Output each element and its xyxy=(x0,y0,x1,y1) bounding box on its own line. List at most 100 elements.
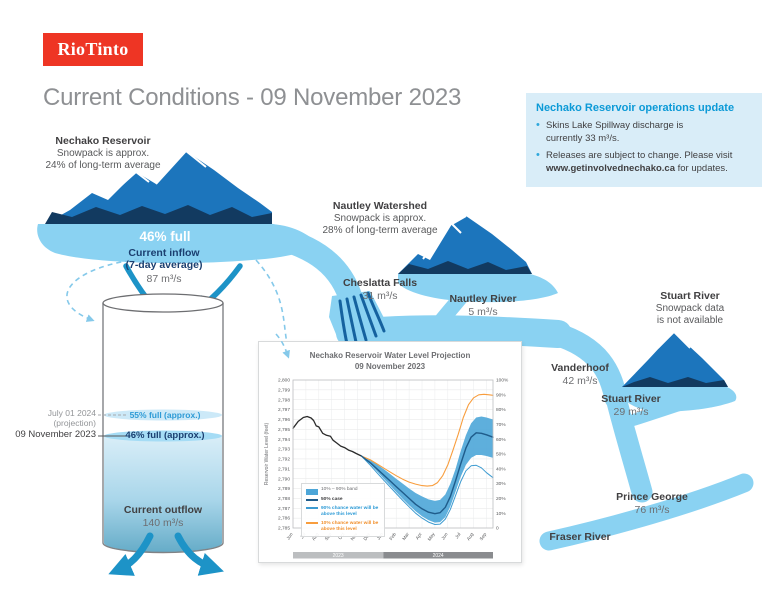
svg-text:2,792: 2,792 xyxy=(278,457,290,463)
chart-legend: 10% – 90% band 50% case 90% chance water w… xyxy=(301,483,385,538)
prince-george-label: Prince George xyxy=(616,491,688,503)
svg-text:2,795: 2,795 xyxy=(278,427,290,433)
series-line xyxy=(360,432,494,515)
svg-text:Sep: Sep xyxy=(479,531,488,541)
legend-row: 50% case xyxy=(306,497,380,503)
stuart-snowpack-line1: Snowpack data xyxy=(655,303,725,314)
svg-text:2,797: 2,797 xyxy=(278,407,290,413)
svg-text:2,798: 2,798 xyxy=(278,397,290,403)
stuart-river-label: Stuart River xyxy=(601,393,661,405)
svg-text:Jun: Jun xyxy=(285,531,294,540)
nautley-watershed-label: Nautley Watershed xyxy=(332,200,428,212)
current-inflow-note: (7-day average) xyxy=(125,259,203,271)
bullet-icon: • xyxy=(536,119,540,131)
reservoir-cylinder xyxy=(102,293,224,554)
svg-text:Jul: Jul xyxy=(454,532,461,540)
svg-text:20%: 20% xyxy=(496,496,506,502)
svg-text:2,785: 2,785 xyxy=(278,526,290,532)
vanderhoof-value: 42 m³/s xyxy=(562,375,598,387)
stuart-river-value: 29 m³/s xyxy=(613,406,649,418)
vanderhoof-label: Vanderhoof xyxy=(551,362,609,374)
svg-text:80%: 80% xyxy=(496,407,506,413)
nechako-reservoir-water xyxy=(37,224,320,264)
legend-line-swatch xyxy=(306,498,318,501)
svg-text:100%: 100% xyxy=(496,378,509,384)
cheslatta-falls-value: 31 m³/s xyxy=(362,290,398,302)
svg-text:2,800: 2,800 xyxy=(278,378,290,384)
legend-line-swatch xyxy=(306,522,318,525)
svg-text:30%: 30% xyxy=(496,481,506,487)
nautley-snowpack-line1: Snowpack is approx. xyxy=(333,213,427,224)
guide-dashed-arrows xyxy=(66,257,291,351)
nechako-mountain-icon xyxy=(45,150,272,224)
svg-text:2,793: 2,793 xyxy=(278,447,290,453)
legend-row: 10% – 90% band xyxy=(306,487,380,495)
water-level-projection-card: Nechako Reservoir Water Level Projection… xyxy=(258,341,522,563)
svg-text:40%: 40% xyxy=(496,466,506,472)
svg-text:2,799: 2,799 xyxy=(278,387,290,393)
legend-band-swatch xyxy=(306,488,318,495)
svg-text:Mar: Mar xyxy=(401,531,410,541)
page-title: Current Conditions - 09 November 2023 xyxy=(43,84,462,111)
current-inflow-value: 87 m³/s xyxy=(146,273,182,285)
projection-date-label: July 01 2024 xyxy=(47,408,96,418)
ops-bullet-releases: • Releases are subject to change. Please… xyxy=(536,149,733,175)
ops-bullet-spillway: • Skins Lake Spillway discharge is curre… xyxy=(536,119,684,145)
svg-text:60%: 60% xyxy=(496,437,506,443)
svg-text:2,786: 2,786 xyxy=(278,516,290,522)
svg-text:Reservoir Water Level (feet): Reservoir Water Level (feet) xyxy=(264,423,270,486)
stuart-mtn-label: Stuart River xyxy=(660,290,720,302)
nautley-river-label: Nautley River xyxy=(449,293,517,305)
nautley-snowpack-line2: 28% of long-term average xyxy=(322,225,438,236)
svg-text:2,790: 2,790 xyxy=(278,476,290,482)
projection-note-label: (projection) xyxy=(53,418,96,428)
svg-text:2023: 2023 xyxy=(333,553,344,559)
cheslatta-falls-label: Cheslatta Falls xyxy=(342,277,418,289)
svg-text:Feb: Feb xyxy=(388,531,397,541)
nautley-mountain-icon xyxy=(398,215,532,274)
level-55-label: 55% full (approx.) xyxy=(129,410,201,420)
svg-text:May: May xyxy=(427,531,436,542)
current-date-label: 09 November 2023 xyxy=(15,429,96,440)
nautley-river-value: 5 m³/s xyxy=(468,306,498,318)
current-inflow-label: Current inflow xyxy=(128,247,200,259)
legend-label: 90% chance water will be above this leve… xyxy=(321,505,379,517)
nechako-snowpack-line1: Snowpack is approx. xyxy=(56,148,150,159)
legend-label: 10% chance water will be above this leve… xyxy=(321,520,379,532)
svg-text:Apr: Apr xyxy=(415,531,423,540)
bullet-icon: • xyxy=(536,149,540,162)
svg-text:2,796: 2,796 xyxy=(278,417,290,423)
prince-george-value: 76 m³/s xyxy=(634,504,670,516)
legend-line-swatch xyxy=(306,507,318,510)
stuart-water xyxy=(620,387,737,412)
svg-text:90%: 90% xyxy=(496,392,506,398)
legend-label: 10% – 90% band xyxy=(321,487,358,492)
svg-text:50%: 50% xyxy=(496,452,506,458)
nechako-reservoir-label: Nechako Reservoir xyxy=(55,135,151,147)
riotinto-logo: RioTinto xyxy=(43,33,143,66)
outflow-arrow-icons xyxy=(108,532,224,576)
stuart-snowpack-line2: is not available xyxy=(656,315,724,326)
svg-text:0: 0 xyxy=(496,526,499,532)
current-outflow-value: 140 m³/s xyxy=(142,517,184,529)
series-line xyxy=(360,455,494,525)
getinvolvednechako-link[interactable]: www.getinvolvednechako.ca xyxy=(546,163,675,175)
chart-title: Nechako Reservoir Water Level Projection… xyxy=(309,351,471,371)
series-line xyxy=(292,415,363,457)
svg-text:2,794: 2,794 xyxy=(278,437,290,443)
legend-label: 50% case xyxy=(321,497,343,502)
operations-update-panel: Nechako Reservoir operations update • Sk… xyxy=(526,93,762,188)
svg-text:10%: 10% xyxy=(496,511,506,517)
nechako-snowpack-line2: 24% of long-term average xyxy=(45,160,161,171)
svg-text:2,789: 2,789 xyxy=(278,486,290,492)
level-leader-lines xyxy=(98,414,128,437)
stuart-mountain-icon xyxy=(622,331,728,387)
reservoir-fullness-label: 46% full xyxy=(139,229,191,244)
svg-text:Aug: Aug xyxy=(466,531,475,541)
water-level-chart: 2,800 2,799 2,798 2,797 2,796 2,795 2,794 2,793… xyxy=(264,378,509,559)
riotinto-logo-text: RioTinto xyxy=(57,39,129,59)
fraser-river-label: Fraser River xyxy=(549,531,611,543)
svg-text:2,791: 2,791 xyxy=(278,466,290,472)
